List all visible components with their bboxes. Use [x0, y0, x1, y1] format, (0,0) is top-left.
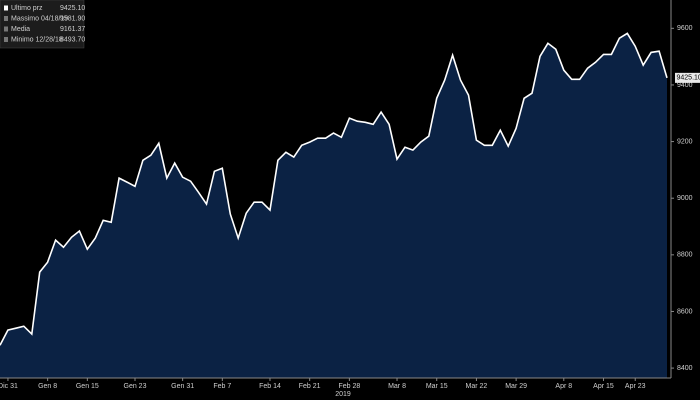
last-price-tag: [675, 72, 700, 83]
x-tick-label: Apr 15: [593, 383, 614, 390]
x-tick-label: Mar 15: [426, 383, 448, 390]
y-tick-label: 8800: [677, 252, 693, 259]
legend-marker: [4, 16, 8, 21]
x-tick-label: Mar 22: [466, 383, 488, 390]
x-tick-label: Feb 21: [299, 383, 321, 390]
legend-marker: [4, 37, 8, 42]
y-tick-label: 9600: [677, 25, 693, 32]
y-tick-label: 9400: [677, 82, 693, 89]
legend-label: Media: [11, 26, 30, 33]
x-tick-label: Gen 31: [171, 383, 194, 390]
x-tick-label: Gen 8: [38, 383, 57, 390]
line: [0, 32, 668, 346]
x-tick-label: Feb 14: [259, 383, 281, 390]
legend-value: 9161.37: [60, 26, 85, 33]
y-tick-label: 8400: [677, 365, 693, 372]
legend-label: Ultimo prz: [11, 5, 43, 12]
x-tick-label: Mar 29: [505, 383, 527, 390]
area: [0, 33, 667, 379]
x-tick-label: Feb 28: [338, 383, 360, 390]
legend-marker: [4, 26, 8, 32]
legend-value: 8493.70: [60, 36, 85, 43]
y-tick-label: 9200: [677, 138, 693, 145]
last-price-label: 9425.10: [677, 75, 700, 82]
x-tick-label: Mar 8: [388, 383, 406, 390]
legend-value: 9425.10: [60, 5, 85, 12]
x-tick-label: Apr 8: [555, 383, 572, 390]
y-tick-label: 9000: [677, 195, 693, 202]
x-tick-label: Gen 23: [124, 383, 147, 390]
x-tick-label: Gen 15: [76, 383, 99, 390]
legend-label: Massimo 04/18/19: [11, 15, 68, 22]
legend-value: 9581.90: [60, 15, 85, 22]
x-axis-label: 2019: [335, 391, 351, 398]
x-tick-label: Apr 23: [625, 383, 646, 390]
legend-label: Minimo 12/28/18: [11, 36, 63, 43]
y-tick-label: 8600: [677, 308, 693, 315]
legend-box: [0, 0, 85, 49]
legend-marker: [4, 5, 8, 11]
x-tick-label: Dic 31: [0, 383, 18, 390]
x-tick-label: Feb 7: [213, 383, 231, 390]
